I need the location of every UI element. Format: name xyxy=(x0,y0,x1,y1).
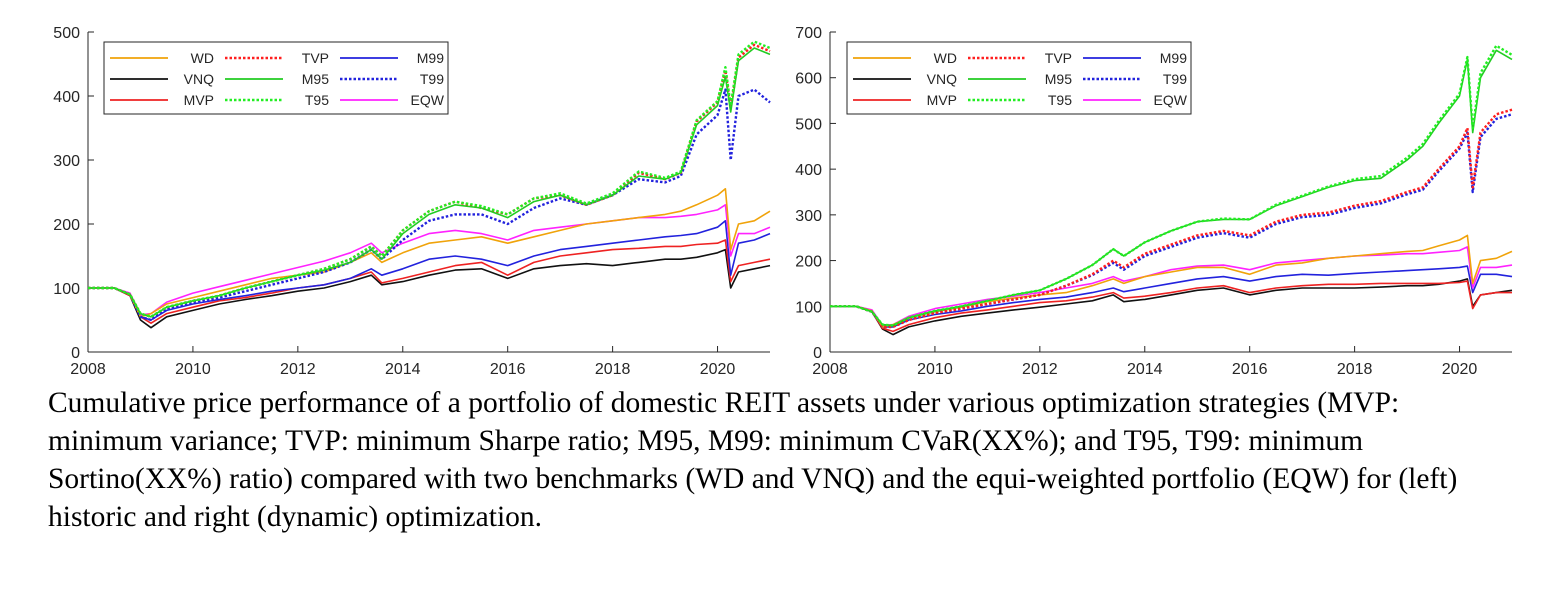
series-line-mvp xyxy=(830,280,1512,333)
y-tick-label: 100 xyxy=(53,281,80,298)
series-line-vnq xyxy=(830,278,1513,336)
legend-label-wd: WD xyxy=(934,50,957,66)
series-line-m95 xyxy=(88,47,771,318)
legend-label-t95: T95 xyxy=(1048,92,1072,108)
y-tick-label: 0 xyxy=(71,345,80,362)
legend-label-vnq: VNQ xyxy=(927,71,957,87)
y-tick-label: 200 xyxy=(795,254,822,271)
x-tick-label: 2018 xyxy=(1337,361,1373,378)
x-tick-label: 2020 xyxy=(1442,361,1478,378)
legend-label-wd: WD xyxy=(191,50,214,66)
y-tick-label: 200 xyxy=(53,217,80,234)
legend-label-tvp: TVP xyxy=(1045,50,1072,66)
x-tick-label: 2010 xyxy=(917,361,953,378)
x-tick-label: 2008 xyxy=(812,361,848,378)
series-line-eqw xyxy=(88,204,771,316)
series-line-eqw xyxy=(830,246,1513,327)
series-line-tvp xyxy=(830,108,1513,329)
x-tick-label: 2016 xyxy=(1232,361,1268,378)
series-line-m99 xyxy=(830,265,1513,328)
x-tick-label: 2010 xyxy=(175,361,211,378)
x-tick-label: 2016 xyxy=(490,361,526,378)
y-tick-label: 600 xyxy=(795,71,822,88)
series-line-mvp xyxy=(88,239,771,325)
legend: WD TVP M99 VNQ M95 T99 MVP T95 EQW xyxy=(103,41,449,115)
x-tick-label: 2008 xyxy=(70,361,106,378)
series-line-wd xyxy=(88,188,771,318)
y-tick-label: 400 xyxy=(53,89,80,106)
y-tick-label: 400 xyxy=(795,162,822,179)
legend-label-mvp: MVP xyxy=(184,92,214,108)
figure-caption: Cumulative price performance of a portfo… xyxy=(48,387,1458,533)
legend: WD TVP M99 VNQ M95 T99 MVP T95 EQW xyxy=(846,41,1192,115)
x-tick-label: 2020 xyxy=(700,361,736,378)
y-tick-label: 0 xyxy=(813,345,822,362)
series-line-t99 xyxy=(88,88,771,322)
legend-label-mvp: MVP xyxy=(927,92,957,108)
legend-label-t99: T99 xyxy=(420,71,444,87)
series-line-t95 xyxy=(830,44,1513,327)
y-tick-label: 700 xyxy=(795,25,822,42)
x-tick-label: 2014 xyxy=(385,361,421,378)
legend-label-eqw: EQW xyxy=(1154,92,1188,108)
legend-label-eqw: EQW xyxy=(411,92,445,108)
legend-label-t95: T95 xyxy=(305,92,329,108)
series-line-vnq xyxy=(88,248,771,329)
y-tick-label: 300 xyxy=(53,153,80,170)
x-tick-label: 2012 xyxy=(280,361,316,378)
legend-label-tvp: TVP xyxy=(302,50,329,66)
x-tick-label: 2012 xyxy=(1022,361,1058,378)
left-chart-historic: 0 100 200 300 400 500 2008 2010 2012 2014 2016 2018… xyxy=(53,25,771,378)
x-tick-label: 2014 xyxy=(1127,361,1163,378)
series-line-t95 xyxy=(88,40,771,318)
right-chart-dynamic: 0 100 200 300 400 500 600 700 2008 2010 2012 2014 20… xyxy=(795,25,1513,378)
y-tick-label: 500 xyxy=(53,25,80,42)
legend-label-m99: M99 xyxy=(417,50,444,66)
x-tick-label: 2018 xyxy=(595,361,631,378)
y-tick-label: 300 xyxy=(795,208,822,225)
legend-label-m95: M95 xyxy=(1045,71,1072,87)
legend-label-m95: M95 xyxy=(302,71,329,87)
y-tick-label: 100 xyxy=(795,299,822,316)
legend-label-t99: T99 xyxy=(1163,71,1187,87)
y-tick-label: 500 xyxy=(795,116,822,133)
series-line-m99 xyxy=(88,220,771,321)
legend-label-m99: M99 xyxy=(1160,50,1187,66)
legend-label-vnq: VNQ xyxy=(184,71,214,87)
